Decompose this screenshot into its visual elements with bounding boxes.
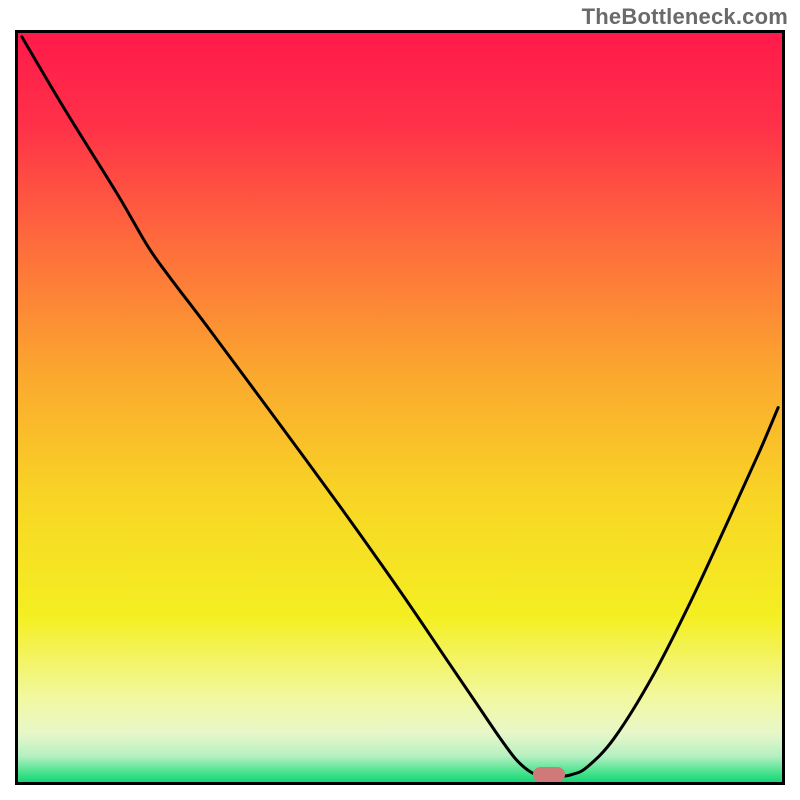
watermark-text: TheBottleneck.com [582,4,788,30]
chart-svg [0,0,800,800]
plot-background-gradient [18,33,782,782]
chart-stage: TheBottleneck.com [0,0,800,800]
bottleneck-marker [533,767,565,782]
